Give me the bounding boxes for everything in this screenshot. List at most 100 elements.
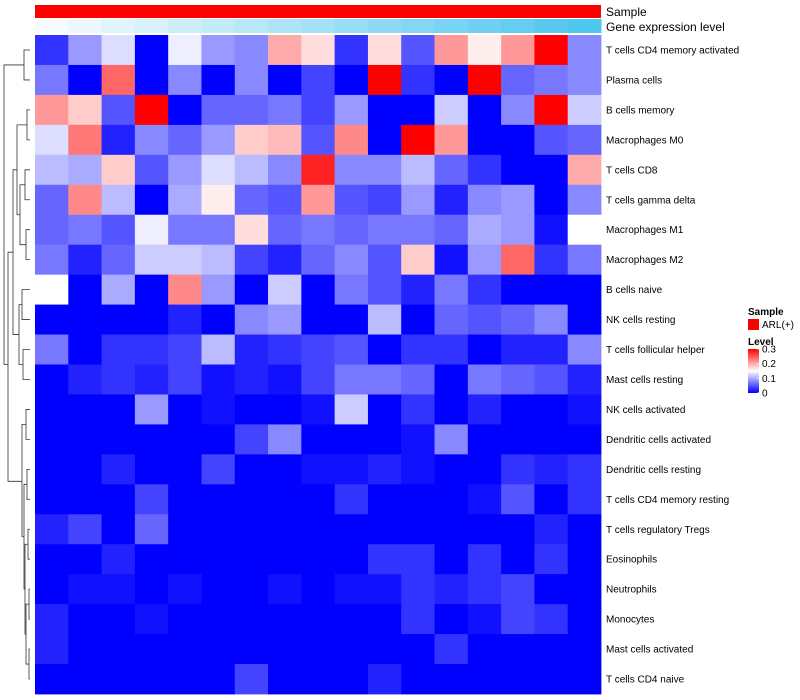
heatmap-cell (401, 364, 435, 395)
heatmap-cell (534, 35, 569, 66)
heatmap-cell (401, 394, 435, 425)
heatmap-cell (367, 274, 402, 305)
heatmap-cell (101, 124, 136, 156)
heatmap-cell (501, 634, 535, 665)
heatmap-cell (234, 424, 269, 455)
row-label: Plasma cells (606, 75, 662, 86)
heatmap-cell (467, 64, 502, 96)
heatmap-cell (334, 574, 369, 605)
heatmap-cell (434, 274, 469, 305)
heatmap-cell (201, 574, 236, 605)
heatmap-cell (301, 334, 336, 365)
heatmap-cell (501, 484, 535, 515)
heatmap-cell (501, 604, 535, 635)
heatmap-cell (367, 334, 402, 365)
heatmap-cell (35, 544, 69, 575)
expression-annotation-cell (168, 19, 202, 33)
heatmap-cell (101, 304, 136, 335)
heatmap-cell (134, 544, 169, 575)
heatmap-cell (101, 214, 136, 246)
heatmap-cell (68, 214, 102, 246)
heatmap-cell (68, 544, 102, 575)
heatmap-cell (168, 514, 202, 545)
heatmap-cell (501, 664, 535, 695)
dendrogram-branch (25, 229, 30, 261)
heatmap-cell (134, 274, 169, 305)
heatmap-cell (434, 94, 469, 126)
dendrogram-branch (23, 49, 30, 81)
heatmap-cell (467, 244, 502, 276)
row-label: T cells CD4 naive (606, 675, 685, 686)
heatmap-cell (534, 274, 569, 305)
heatmap-cell (434, 244, 469, 276)
heatmap-cell (35, 214, 69, 246)
heatmap-cell (534, 244, 569, 276)
heatmap-cell (201, 64, 236, 96)
heatmap-cell (567, 184, 602, 216)
heatmap-cell (501, 124, 535, 156)
heatmap-cell (268, 35, 302, 66)
heatmap-cell (234, 394, 269, 425)
heatmap-cell (501, 544, 535, 575)
heatmap-cell (467, 334, 502, 365)
heatmap-cell (467, 544, 502, 575)
heatmap-cell (367, 514, 402, 545)
heatmap-cell (234, 274, 269, 305)
row-label: T cells CD8 (606, 165, 658, 176)
heatmap-cell (134, 424, 169, 455)
heatmap-cell (268, 244, 302, 276)
heatmap-cell (134, 124, 169, 156)
heatmap-cell (268, 604, 302, 635)
heatmap-cell (434, 634, 469, 665)
heatmap-cell (101, 64, 136, 96)
dendrogram-branch (26, 109, 30, 141)
heatmap-cell (401, 214, 435, 246)
expression-annotation-cell (501, 19, 535, 33)
expression-annotation-cell (434, 19, 469, 33)
legend-level-ticks: 0.3 0.2 0.1 0 (757, 345, 776, 400)
heatmap-cell (268, 394, 302, 425)
heatmap-cell (401, 124, 435, 156)
heatmap-cell (68, 574, 102, 605)
heatmap-cell (301, 364, 336, 395)
heatmap-cell (567, 634, 602, 665)
heatmap-cell (567, 394, 602, 425)
heatmap-cell (367, 454, 402, 485)
heatmap-cell (68, 304, 102, 335)
heatmap-cell (268, 94, 302, 126)
heatmap-cell (68, 394, 102, 425)
heatmap-cell (68, 424, 102, 455)
heatmap-cell (168, 454, 202, 485)
row-label: T cells gamma delta (606, 195, 696, 206)
heatmap-cell (101, 394, 136, 425)
heatmap-cell (367, 424, 402, 455)
heatmap-cell (168, 35, 202, 66)
heatmap-cell (268, 514, 302, 545)
heatmap-cell (334, 364, 369, 395)
heatmap-cell (201, 454, 236, 485)
heatmap-cell (101, 454, 136, 485)
heatmap-cell (334, 94, 369, 126)
row-dendrogram (3, 49, 30, 680)
heatmap-cell (467, 514, 502, 545)
heatmap-cell (201, 274, 236, 305)
heatmap-cell (501, 514, 535, 545)
heatmap-cell (68, 454, 102, 485)
heatmap-cell (234, 94, 269, 126)
heatmap-cell (168, 334, 202, 365)
heatmap-cell (501, 424, 535, 455)
row-label: Eosinophils (606, 555, 657, 566)
dendrogram-branch (26, 468, 30, 500)
heatmap-cell (101, 664, 136, 695)
heatmap-cell (534, 154, 569, 186)
heatmap-cell (567, 35, 602, 66)
heatmap-cell (134, 64, 169, 96)
row-label: T cells CD4 memory resting (606, 495, 729, 506)
heatmap-cell (134, 574, 169, 605)
heatmap-cell (201, 214, 236, 246)
heatmap-cell (68, 94, 102, 126)
heatmap-cell (234, 664, 269, 695)
heatmap-cell (467, 664, 502, 695)
heatmap-cell (68, 334, 102, 365)
heatmap-cell (35, 334, 69, 365)
